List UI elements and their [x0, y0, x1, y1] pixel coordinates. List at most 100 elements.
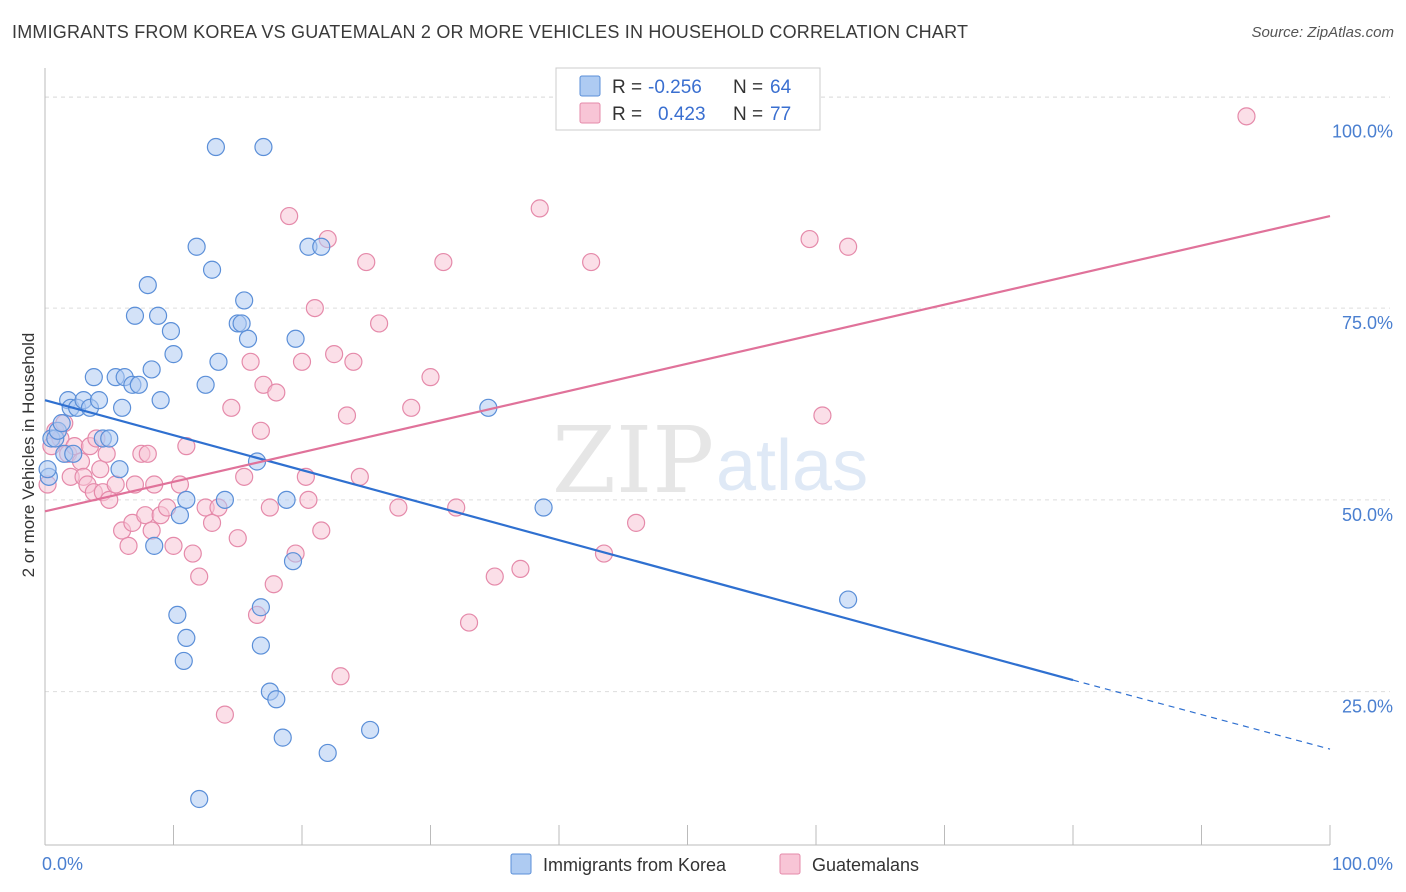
guat-point [215, 705, 234, 724]
korea-point [125, 306, 145, 325]
y-tick-label-50: 50.0% [1342, 505, 1393, 525]
korea-point [145, 536, 164, 555]
korea-point [161, 322, 181, 341]
korea-point [112, 398, 132, 417]
chart-title: IMMIGRANTS FROM KOREA VS GUATEMALAN 2 OR… [12, 22, 969, 42]
guat-point [325, 345, 344, 364]
guat-point [97, 444, 116, 463]
guat-point [222, 398, 241, 417]
korea-point [142, 360, 161, 379]
watermark-zip: ZIP [552, 407, 714, 514]
korea-point [238, 329, 258, 348]
korea-point [267, 690, 286, 709]
legend-swatch-korea [579, 75, 601, 97]
guat-point [839, 237, 858, 256]
x-tick-label-min: 0.0% [42, 854, 83, 874]
guat-point [235, 467, 254, 486]
legend-n-korea: 64 [770, 77, 792, 98]
korea-point [232, 314, 251, 333]
guat-point [434, 252, 453, 272]
korea-point [196, 375, 215, 394]
korea-point [174, 651, 193, 671]
bottom-legend-swatch-korea [510, 853, 532, 875]
korea-point [187, 237, 206, 256]
korea-point [38, 460, 57, 479]
guat-point [594, 544, 614, 563]
korea-point [164, 345, 183, 364]
guat-point [1237, 107, 1256, 126]
korea-point [277, 490, 296, 509]
guat-point [337, 406, 357, 425]
korea-point [286, 329, 305, 348]
korea-point [251, 636, 270, 655]
guat-point [228, 529, 247, 548]
x-tick-label-max: 100.0% [1332, 854, 1393, 874]
korea-point [129, 375, 148, 394]
legend-n-guat: 77 [770, 104, 791, 125]
legend-swatch-guat [579, 102, 601, 124]
guat-point [202, 513, 222, 532]
guat-point [421, 368, 440, 387]
guat-point [459, 613, 479, 632]
guat-point [241, 352, 260, 371]
korea-point [151, 391, 170, 410]
korea-point [100, 429, 119, 448]
guat-point [305, 299, 324, 318]
axes [44, 68, 1331, 846]
guat-point [402, 398, 421, 417]
guat-point [626, 513, 646, 532]
korea-point [273, 728, 292, 747]
legend-n-label-korea: N = [733, 77, 763, 98]
korea-trend-extension [1072, 679, 1331, 750]
guat-point [582, 252, 601, 272]
bottom-legend-guat: Guatemalans [812, 855, 919, 875]
korea-point [110, 460, 129, 479]
guat-point [344, 352, 363, 371]
guat-point [350, 467, 369, 486]
korea-point [190, 789, 209, 809]
guat-point [267, 383, 286, 402]
guat-point [106, 475, 125, 494]
guat-point [813, 406, 832, 425]
guat-point [136, 506, 155, 525]
korea-point [84, 368, 103, 387]
korea-point [206, 137, 226, 157]
korea-point [209, 352, 228, 371]
guat-point [142, 521, 161, 540]
guat-point [331, 667, 350, 686]
guat-trend-line [44, 214, 1331, 513]
korea-point [361, 720, 380, 740]
guat-point [530, 199, 549, 218]
watermark: ZIP atlas [552, 407, 868, 514]
korea-point [318, 743, 337, 763]
guat-point [119, 536, 138, 555]
guat-point [511, 559, 530, 578]
series-legend: Immigrants from Korea Guatemalans [510, 853, 919, 875]
source-label: Source: ZipAtlas.com [1251, 24, 1394, 41]
korea-point [52, 414, 71, 433]
guat-point [389, 498, 408, 517]
korea-point [170, 506, 190, 525]
legend-r-label-korea: R = [612, 77, 642, 98]
guat-point [280, 206, 299, 226]
guat-point [183, 544, 202, 563]
y-axis-label: 2 or more Vehicles in Household [19, 333, 38, 578]
trend-lines [44, 214, 1331, 750]
guat-point [357, 252, 376, 272]
korea-point [312, 237, 331, 256]
y-tick-label-100: 100.0% [1332, 121, 1393, 141]
legend-n-label-guat: N = [733, 104, 763, 125]
y-tick-label-75: 75.0% [1342, 313, 1393, 333]
korea-point [148, 306, 168, 325]
legend-r-guat: 0.423 [658, 104, 706, 125]
guat-point [138, 444, 157, 463]
korea-point [534, 498, 553, 517]
grid-lines [45, 96, 1390, 693]
guat-point [370, 314, 389, 333]
korea-point [283, 552, 303, 571]
korea-point [254, 137, 273, 157]
guat-point [485, 567, 504, 586]
guat-point [312, 521, 331, 540]
guat-point [100, 490, 119, 509]
